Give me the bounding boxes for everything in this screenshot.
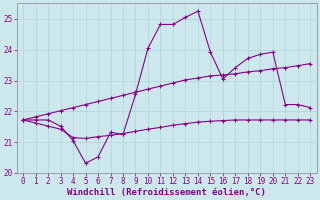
X-axis label: Windchill (Refroidissement éolien,°C): Windchill (Refroidissement éolien,°C)	[67, 188, 266, 197]
